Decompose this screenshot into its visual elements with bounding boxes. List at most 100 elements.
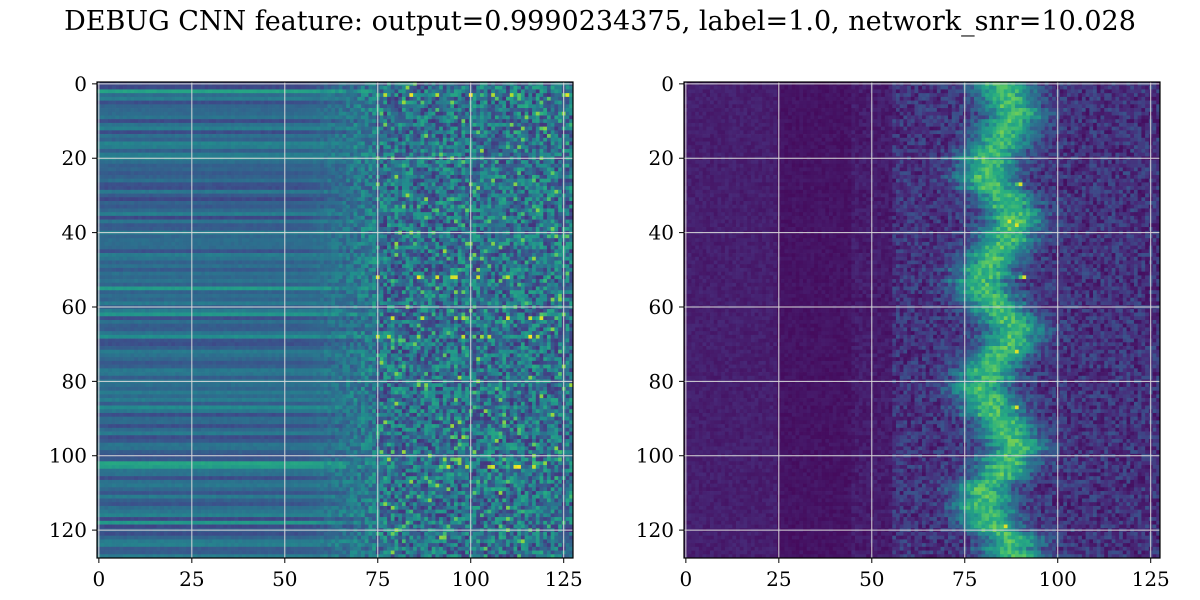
heatmap-cell — [272, 142, 276, 146]
heatmap-cell — [428, 186, 432, 190]
heatmap-cell — [521, 108, 525, 112]
heatmap-cell — [272, 115, 276, 119]
heatmap-cell — [108, 134, 112, 138]
heatmap-cell — [421, 104, 425, 108]
heatmap-cell — [309, 101, 313, 105]
heatmap-cell — [476, 171, 480, 175]
heatmap-cell — [339, 119, 343, 123]
heatmap-cell — [566, 130, 570, 134]
heatmap-cell — [238, 130, 242, 134]
heatmap-cell — [443, 149, 447, 153]
heatmap-cell — [179, 86, 183, 90]
heatmap-cell — [521, 138, 525, 142]
heatmap-cell — [116, 130, 120, 134]
heatmap-cell — [328, 153, 332, 157]
heatmap-cell — [328, 186, 332, 190]
heatmap-cell — [290, 119, 294, 123]
heatmap-cell — [339, 175, 343, 179]
heatmap-cell — [365, 142, 369, 146]
heatmap-cell — [264, 208, 268, 212]
heatmap-cell — [320, 127, 324, 131]
heatmap-cell — [350, 86, 354, 90]
heatmap-cell — [476, 123, 480, 127]
heatmap-cell — [104, 160, 108, 164]
heatmap-cell — [473, 179, 477, 183]
heatmap-cell — [127, 223, 131, 227]
heatmap-cell — [558, 212, 562, 216]
heatmap-cell — [130, 201, 134, 205]
heatmap-cell — [183, 164, 187, 168]
heatmap-cell — [536, 86, 540, 90]
heatmap-cell — [223, 175, 227, 179]
heatmap-cell — [238, 108, 242, 112]
heatmap-cell — [421, 164, 425, 168]
heatmap-cell — [361, 175, 365, 179]
heatmap-cell — [149, 175, 153, 179]
heatmap-cell — [458, 86, 462, 90]
heatmap-cell — [540, 86, 544, 90]
heatmap-cell — [443, 182, 447, 186]
heatmap-cell — [346, 89, 350, 93]
heatmap-cell — [514, 208, 518, 212]
heatmap-cell — [551, 179, 555, 183]
heatmap-cell — [227, 142, 231, 146]
heatmap-cell — [536, 220, 540, 224]
heatmap-cell — [160, 205, 164, 209]
heatmap-cell — [491, 134, 495, 138]
heatmap-cell — [157, 86, 161, 90]
heatmap-cell — [554, 220, 558, 224]
heatmap-cell — [368, 108, 372, 112]
heatmap-cell — [246, 112, 250, 116]
heatmap-cell — [242, 223, 246, 227]
heatmap-cell — [264, 112, 268, 116]
heatmap-cell — [194, 223, 198, 227]
heatmap-cell — [413, 153, 417, 157]
heatmap-cell — [287, 104, 291, 108]
heatmap-cell — [395, 97, 399, 101]
heatmap-cell — [290, 186, 294, 190]
heatmap-cell — [235, 212, 239, 216]
heatmap-cell — [517, 179, 521, 183]
heatmap-cell — [246, 93, 250, 97]
heatmap-cell — [435, 145, 439, 149]
heatmap-cell — [540, 138, 544, 142]
heatmap-cell — [502, 171, 506, 175]
heatmap-cell — [499, 119, 503, 123]
heatmap-cell — [502, 190, 506, 194]
heatmap-cell — [517, 182, 521, 186]
heatmap-cell — [242, 145, 246, 149]
heatmap-cell — [279, 119, 283, 123]
heatmap-cell — [238, 164, 242, 168]
heatmap-cell — [424, 190, 428, 194]
heatmap-cell — [261, 223, 265, 227]
heatmap-cell — [335, 197, 339, 201]
heatmap-cell — [138, 101, 142, 105]
heatmap-cell — [514, 182, 518, 186]
heatmap-cell — [287, 97, 291, 101]
heatmap-cell — [313, 138, 317, 142]
heatmap-cell — [342, 86, 346, 90]
heatmap-cell — [554, 97, 558, 101]
heatmap-cell — [409, 220, 413, 224]
heatmap-cell — [186, 212, 190, 216]
heatmap-cell — [443, 130, 447, 134]
heatmap-cell — [268, 130, 272, 134]
heatmap-cell — [495, 186, 499, 190]
heatmap-cell — [257, 153, 261, 157]
heatmap-cell — [201, 212, 205, 216]
heatmap-cell — [372, 153, 376, 157]
heatmap-cell — [514, 186, 518, 190]
heatmap-cell — [354, 138, 358, 142]
heatmap-cell — [409, 138, 413, 142]
heatmap-cell — [514, 179, 518, 183]
heatmap-cell — [119, 145, 123, 149]
heatmap-cell — [558, 108, 562, 112]
heatmap-cell — [517, 208, 521, 212]
heatmap-cell — [473, 130, 477, 134]
heatmap-cell — [272, 223, 276, 227]
heatmap-cell — [454, 194, 458, 198]
heatmap-cell — [521, 186, 525, 190]
heatmap-cell — [298, 112, 302, 116]
heatmap-cell — [212, 223, 216, 227]
heatmap-cell — [216, 186, 220, 190]
